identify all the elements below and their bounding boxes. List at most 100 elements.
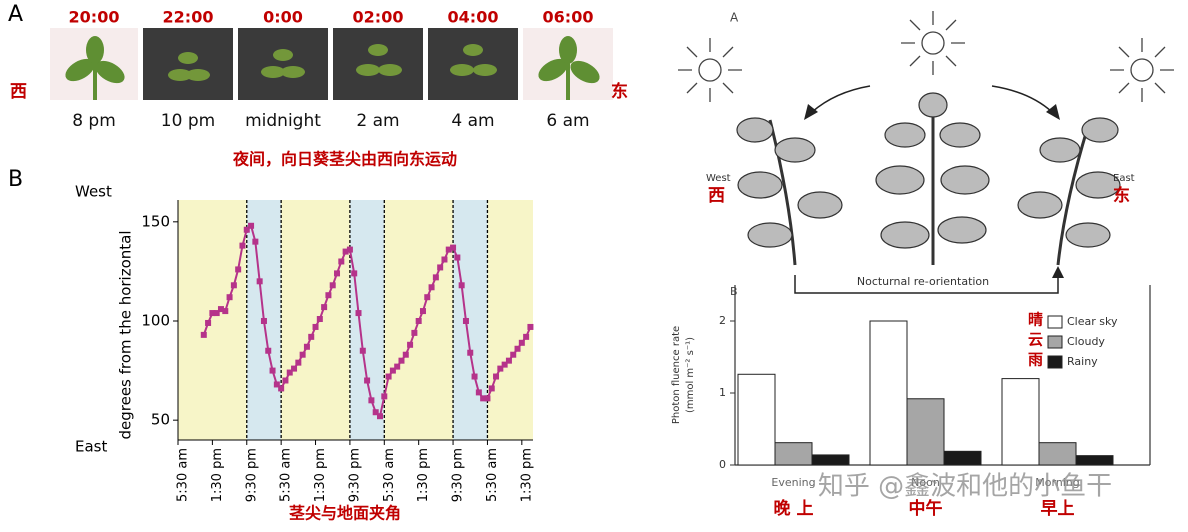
x-tick-label: 5:30 am xyxy=(176,448,191,502)
data-point xyxy=(450,244,457,251)
night-band xyxy=(453,200,488,440)
x-tick-label: 1:30 pm xyxy=(210,448,225,502)
y-tick-label: 1 xyxy=(719,386,726,399)
data-point xyxy=(243,226,250,233)
photo xyxy=(333,28,423,100)
data-point xyxy=(291,365,298,372)
legend-swatch xyxy=(1047,315,1063,329)
bar xyxy=(1001,378,1040,466)
legend-cn: 云 xyxy=(1028,331,1043,349)
data-point xyxy=(226,294,233,301)
x-tick-label: 5:30 am xyxy=(382,448,397,502)
bottom-label: East xyxy=(75,438,107,456)
data-point xyxy=(428,284,435,291)
data-point xyxy=(308,333,315,340)
photo-caption: 10 pm xyxy=(161,111,215,131)
y-tick-label: 2 xyxy=(719,314,726,327)
photo-caption: midnight xyxy=(245,111,321,131)
annotation: Nocturnal re-orientation xyxy=(857,275,989,288)
x-tick-label: 1:30 pm xyxy=(519,448,534,502)
x-tick-label: Morning xyxy=(1035,476,1080,489)
data-point xyxy=(248,222,255,229)
data-point xyxy=(359,347,366,354)
legend-label: Cloudy xyxy=(1067,335,1105,348)
x-tick-label: Evening xyxy=(771,476,815,489)
y-tick-label: 150 xyxy=(141,212,170,230)
plant-drawing xyxy=(736,92,1121,266)
data-point xyxy=(368,397,375,404)
bar xyxy=(1038,442,1077,466)
data-point xyxy=(407,341,414,348)
data-point xyxy=(364,377,371,384)
data-point xyxy=(260,317,267,324)
data-point xyxy=(510,351,517,358)
x-tick-label: 5:30 am xyxy=(485,448,500,502)
data-point xyxy=(501,361,508,368)
data-point xyxy=(424,294,431,301)
x-tick-label: 1:30 pm xyxy=(416,448,431,502)
y-tick-label: 50 xyxy=(151,411,170,429)
panel-label: B xyxy=(8,167,23,192)
data-point xyxy=(419,308,426,315)
data-point xyxy=(385,373,392,380)
bar xyxy=(869,320,908,466)
data-point xyxy=(441,256,448,263)
plant-dark xyxy=(168,44,497,81)
data-point xyxy=(351,270,358,277)
y-tick-label: 0 xyxy=(719,458,726,471)
legend-swatch xyxy=(1047,355,1063,369)
data-point xyxy=(415,317,422,324)
data-point xyxy=(329,282,336,289)
data-point xyxy=(200,331,207,338)
data-point xyxy=(205,319,212,326)
x-tick-label: 1:30 pm xyxy=(313,448,328,502)
data-point xyxy=(265,347,272,354)
time-label: 22:00 xyxy=(163,8,214,27)
bar xyxy=(811,454,850,466)
data-point xyxy=(437,264,444,271)
data-point xyxy=(394,363,401,370)
data-point xyxy=(389,367,396,374)
bar xyxy=(1075,455,1114,466)
legend-cn: 晴 xyxy=(1028,311,1043,329)
data-point xyxy=(471,373,478,380)
data-point xyxy=(488,385,495,392)
data-point xyxy=(355,310,362,317)
data-point xyxy=(222,308,229,315)
data-point xyxy=(445,246,452,253)
legend-label: Clear sky xyxy=(1067,315,1118,328)
data-point xyxy=(372,409,379,416)
arrow xyxy=(794,85,1059,294)
data-point xyxy=(475,389,482,396)
category-cn: 中午 xyxy=(909,498,943,519)
data-point xyxy=(346,246,353,253)
sun xyxy=(678,11,1174,102)
x-tick-label: 9:30 pm xyxy=(451,448,466,502)
data-point xyxy=(523,333,530,340)
night-band xyxy=(349,200,385,440)
plant xyxy=(65,36,600,100)
panel-label: B xyxy=(730,285,738,298)
data-point xyxy=(338,258,345,265)
legend-cn: 雨 xyxy=(1028,351,1043,369)
data-point xyxy=(398,357,405,364)
data-point xyxy=(325,292,332,299)
data-point xyxy=(411,329,418,336)
data-point xyxy=(209,310,216,317)
illustrations xyxy=(50,11,1174,466)
east-label: East xyxy=(1113,173,1135,184)
data-point xyxy=(505,357,512,364)
y-axis-title: degrees from the horizontal xyxy=(117,230,135,439)
data-point xyxy=(480,395,487,402)
data-point xyxy=(273,381,280,388)
west-label: 西 xyxy=(10,82,27,102)
data-point xyxy=(282,377,289,384)
category-cn: 早上 xyxy=(1041,499,1075,519)
legend-label: Rainy xyxy=(1067,355,1098,368)
panel-label: A xyxy=(8,2,23,27)
east-cn: 东 xyxy=(1113,185,1130,206)
x-tick-label: Noon xyxy=(911,476,940,489)
legend-swatch xyxy=(1047,335,1063,349)
photo xyxy=(428,28,518,100)
